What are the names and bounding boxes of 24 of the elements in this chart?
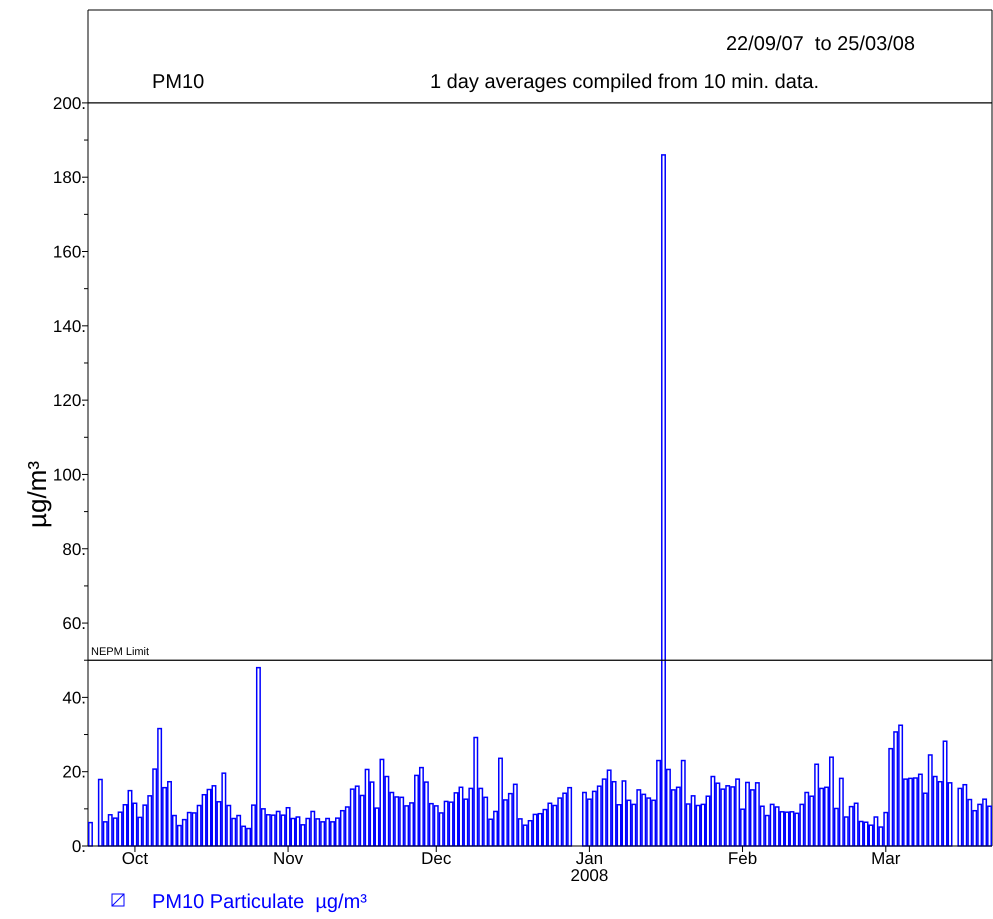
x-tick-label: Nov	[272, 849, 304, 868]
y-tick-label: 160.	[52, 242, 86, 262]
y-tick-label: 20.	[62, 762, 86, 782]
y-tick-label: 80.	[62, 540, 86, 559]
text: 1 day averages compiled from 10 min. data.	[430, 71, 820, 93]
y-tick-label: 200.	[52, 94, 86, 113]
y-tick-label: 100.	[52, 465, 86, 484]
x-tick-label: Feb	[728, 849, 758, 868]
annotation: 22/09/07 to 25/03/08	[726, 33, 915, 55]
y-tick-label: 140.	[52, 316, 86, 336]
y-tick-label: 60.	[62, 614, 86, 634]
y-tick-label: 40.	[62, 688, 86, 708]
y-tick-label: 120.	[52, 391, 86, 410]
y-tick-label: 0.	[72, 837, 86, 856]
y-tick-label: 180.	[52, 168, 86, 188]
y-axis-title: µg/m³	[22, 460, 52, 528]
ref-line-label: NEPM Limit	[91, 646, 150, 658]
x-tick-label: Oct	[122, 849, 148, 868]
x-tick-label: Jan 2008	[570, 849, 608, 885]
text: PM10	[152, 71, 204, 93]
legend-label: PM10 Particulate µg/m³	[152, 891, 368, 913]
bar	[88, 822, 93, 847]
x-tick-label: Dec	[421, 849, 452, 868]
x-tick-label: Mar	[871, 849, 901, 868]
